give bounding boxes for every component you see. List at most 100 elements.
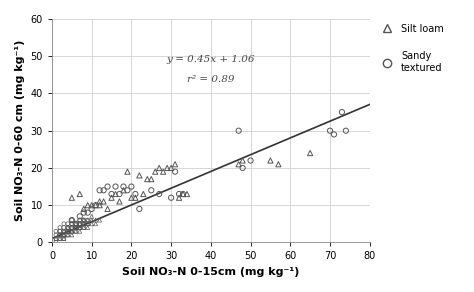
Point <box>164 166 171 170</box>
Point <box>171 169 179 174</box>
Point <box>342 128 350 133</box>
Point <box>68 218 76 223</box>
Point <box>338 110 346 114</box>
Point <box>274 162 282 166</box>
Point <box>119 188 127 193</box>
Point <box>72 225 80 230</box>
Point <box>72 229 80 234</box>
Point <box>84 221 91 226</box>
Point <box>239 158 246 163</box>
Point <box>88 221 95 226</box>
Point <box>136 206 143 211</box>
Point <box>104 184 111 189</box>
Point <box>96 218 103 223</box>
Point <box>175 192 183 196</box>
Point <box>76 214 83 219</box>
Point <box>92 203 100 208</box>
Point <box>84 203 91 208</box>
Point <box>247 158 255 163</box>
Point <box>132 195 139 200</box>
Point <box>64 221 72 226</box>
Point <box>68 195 76 200</box>
Point <box>306 151 314 155</box>
Point <box>76 218 83 223</box>
Point <box>56 233 64 237</box>
Point <box>112 184 119 189</box>
Point <box>60 233 68 237</box>
Point <box>68 225 76 230</box>
Point <box>76 229 83 234</box>
Point <box>124 188 131 193</box>
Point <box>128 184 135 189</box>
Point <box>171 162 179 166</box>
Point <box>68 225 76 230</box>
Point <box>72 229 80 234</box>
Point <box>92 218 100 223</box>
Point <box>84 218 91 223</box>
Point <box>139 192 147 196</box>
Point <box>80 218 88 223</box>
Point <box>60 236 68 241</box>
Point <box>80 210 88 215</box>
Point <box>155 166 163 170</box>
Point <box>84 210 91 215</box>
Point <box>330 132 338 137</box>
Point <box>64 233 72 237</box>
Point <box>68 221 76 226</box>
Point <box>167 166 175 170</box>
Point <box>64 225 72 230</box>
Point <box>80 221 88 226</box>
Point <box>60 229 68 234</box>
Point <box>92 221 100 226</box>
Point <box>96 199 103 204</box>
Point <box>76 221 83 226</box>
Point <box>326 128 334 133</box>
Point <box>144 177 151 181</box>
Point <box>151 169 159 174</box>
Point <box>88 218 95 223</box>
Point <box>100 199 108 204</box>
Y-axis label: Soil NO₃-N 0-60 cm (mg kg⁻¹): Soil NO₃-N 0-60 cm (mg kg⁻¹) <box>15 40 25 221</box>
Point <box>52 240 60 245</box>
Point <box>235 128 242 133</box>
Point <box>76 225 83 230</box>
Point <box>96 188 103 193</box>
Point <box>92 203 100 208</box>
Point <box>119 184 127 189</box>
Point <box>84 221 91 226</box>
Text: r² = 0.89: r² = 0.89 <box>187 75 235 84</box>
Point <box>88 214 95 219</box>
Point <box>80 221 88 226</box>
Point <box>96 203 103 208</box>
Point <box>68 229 76 234</box>
X-axis label: Soil NO₃-N 0-15cm (mg kg⁻¹): Soil NO₃-N 0-15cm (mg kg⁻¹) <box>122 267 300 277</box>
Point <box>179 192 187 196</box>
Point <box>88 203 95 208</box>
Point <box>116 199 123 204</box>
Point <box>60 229 68 234</box>
Point <box>175 195 183 200</box>
Point <box>68 233 76 237</box>
Point <box>136 173 143 178</box>
Point <box>80 206 88 211</box>
Point <box>64 225 72 230</box>
Point <box>52 236 60 241</box>
Point <box>64 233 72 237</box>
Point <box>72 221 80 226</box>
Point <box>56 236 64 241</box>
Point <box>68 221 76 226</box>
Point <box>72 221 80 226</box>
Point <box>72 225 80 230</box>
Point <box>52 233 60 237</box>
Point <box>84 225 91 230</box>
Point <box>104 206 111 211</box>
Point <box>60 221 68 226</box>
Point <box>80 225 88 230</box>
Point <box>52 236 60 241</box>
Point <box>88 206 95 211</box>
Point <box>68 229 76 234</box>
Point <box>64 225 72 230</box>
Point <box>267 158 274 163</box>
Point <box>72 221 80 226</box>
Point <box>235 162 242 166</box>
